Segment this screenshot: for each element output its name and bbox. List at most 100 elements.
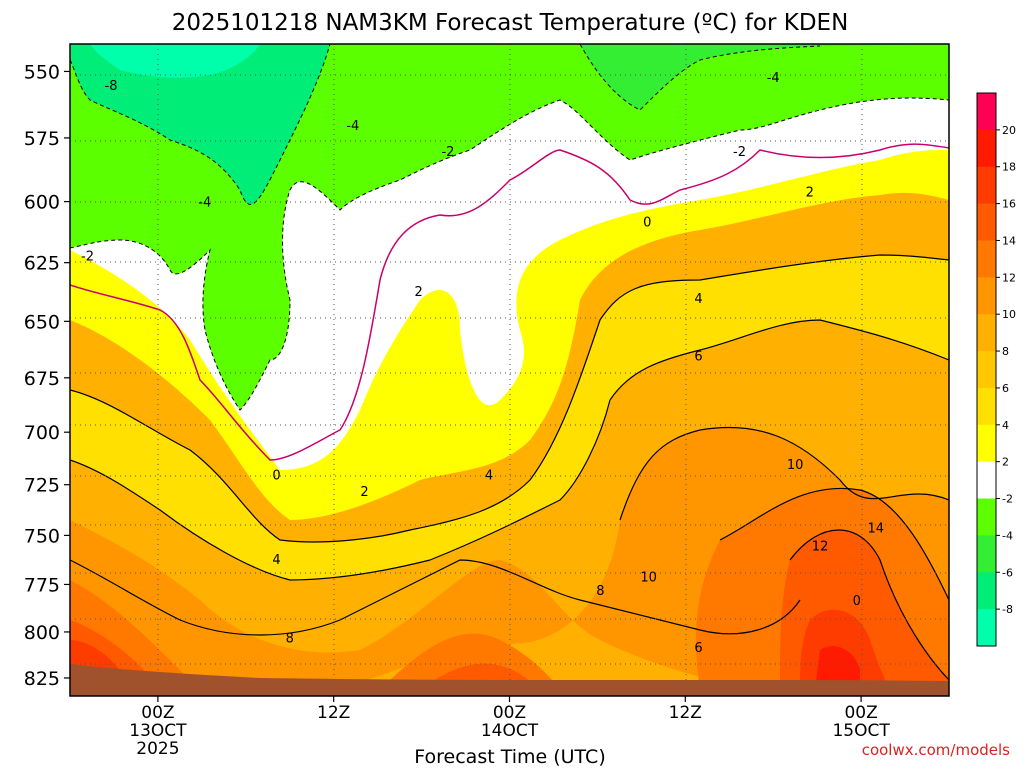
contour-neg4b [579, 44, 821, 111]
contour-label: 6 [694, 641, 702, 656]
y-tick-label: 725 [24, 475, 60, 497]
fill-18-20 [815, 646, 860, 690]
x-tick-label: 12Z [669, 703, 702, 723]
contour-label: 4 [485, 468, 493, 483]
colorbar-swatch [977, 498, 996, 536]
x-tick-label: 14OCT [481, 721, 539, 741]
fill-below-neg8 [90, 44, 260, 78]
colorbar-swatch [977, 461, 996, 500]
contour-label: 0 [853, 594, 861, 609]
y-tick-label: 775 [24, 574, 60, 596]
ground [70, 664, 949, 696]
contour-label: -4 [198, 196, 211, 211]
y-tick-label: 750 [24, 525, 60, 547]
x-tick-label: 15OCT [832, 721, 890, 741]
fill-4-6 [70, 255, 949, 580]
y-tick-label: 550 [24, 61, 60, 83]
contour-label: -4 [767, 71, 780, 86]
contour-label: -8 [105, 79, 118, 94]
contour-label: 6 [694, 349, 702, 364]
colorbar-swatch [977, 277, 996, 315]
colorbar: 20 18 16 14 12 10 8 6 4 2 -2 -4 -6 -8 [976, 92, 1016, 647]
contour-labels: -8 -4 -4 -2 -2 -2 -4 0 0 2 2 2 4 4 4 6 6 8 8 10 10 12 14 0 [81, 71, 884, 656]
colorbar-label: -4 [1002, 529, 1013, 542]
y-tick-label: 675 [24, 368, 60, 390]
contour-2 [70, 254, 949, 543]
colorbar-swatch [977, 387, 996, 426]
y-tick-label: 800 [24, 622, 60, 644]
contour-neg4 [70, 44, 331, 205]
colorbar-label: 10 [1002, 308, 1016, 321]
contour-6 [609, 319, 949, 401]
y-tick-label: 625 [24, 253, 60, 275]
colorbar-label: 16 [1002, 198, 1016, 211]
colorbar-frame [976, 92, 997, 647]
contour-neg2 [70, 97, 949, 411]
contour-10 [619, 426, 949, 521]
x-tick-label: 00Z [844, 703, 877, 723]
y-tick-label: 700 [24, 422, 60, 444]
contour-label: 2 [415, 285, 423, 300]
y-tick-label: 575 [24, 128, 60, 150]
fill-12-14 [70, 488, 949, 690]
contour-8 [70, 559, 801, 636]
contour-0 [70, 143, 949, 461]
contour-12 [719, 487, 949, 601]
chart-title: 2025101218 NAM3KM Forecast Temperature (… [172, 10, 849, 36]
contour-4 [70, 399, 611, 581]
colorbar-swatch [977, 129, 996, 168]
x-tick-label: 00Z [141, 703, 174, 723]
colorbar-swatch [977, 424, 996, 463]
x-axis-label: Forecast Time (UTC) [414, 746, 605, 768]
y-tick-label: 650 [24, 311, 60, 333]
contour-label: -4 [346, 119, 359, 134]
colorbar-label: -2 [1002, 493, 1013, 506]
contour-label: -2 [733, 145, 746, 160]
contour-label: 2 [360, 485, 368, 500]
colorbar-label: 14 [1002, 234, 1016, 247]
credit-text: coolwx.com/models [862, 741, 1010, 759]
contour-label: 8 [596, 584, 604, 599]
x-tick-label: 13OCT [129, 721, 187, 741]
contour-label: 0 [643, 215, 651, 230]
colorbar-label: -6 [1002, 566, 1013, 579]
contour-label: 2 [806, 186, 814, 201]
x-tick-label: 12Z [317, 703, 350, 723]
contour-label: -2 [81, 249, 94, 264]
colorbar-label: 8 [1002, 345, 1009, 358]
contour-14 [789, 529, 949, 681]
contour-label: 8 [286, 632, 294, 647]
colorbar-swatch [977, 166, 996, 205]
fill-below-neg6 [70, 44, 330, 205]
colorbar-swatch [977, 203, 996, 241]
colorbar-label: 12 [1002, 271, 1016, 284]
colorbar-swatch [977, 240, 996, 278]
x-tick-label: 00Z [493, 703, 526, 723]
colorbar-swatch [977, 351, 996, 389]
plot-area [70, 44, 949, 696]
colorbar-label: 4 [1002, 419, 1009, 432]
colorbar-label: 18 [1002, 161, 1016, 174]
colorbar-label: 6 [1002, 382, 1009, 395]
colorbar-label: -8 [1002, 603, 1013, 616]
contour-label: 12 [812, 539, 829, 554]
contour-label: 0 [272, 468, 280, 483]
colorbar-label: 2 [1002, 456, 1009, 469]
colorbar-swatch [977, 93, 996, 131]
colorbar-swatch [977, 535, 996, 573]
contour-label: 10 [787, 458, 804, 473]
y-axis: 550 575 600 625 650 675 700 725 750 775 800 825 [24, 61, 70, 690]
contour-label: 4 [694, 292, 702, 307]
colorbar-swatch [977, 609, 996, 647]
contour-label: 4 [272, 553, 280, 568]
colorbar-swatch [977, 572, 996, 610]
contour-label: 14 [867, 521, 884, 536]
contour-label: 10 [640, 571, 657, 586]
y-tick-label: 825 [24, 668, 60, 690]
colorbar-swatch [977, 314, 996, 352]
contour-label: -2 [441, 145, 454, 160]
colorbar-label: 20 [1002, 124, 1016, 137]
y-tick-label: 600 [24, 192, 60, 214]
